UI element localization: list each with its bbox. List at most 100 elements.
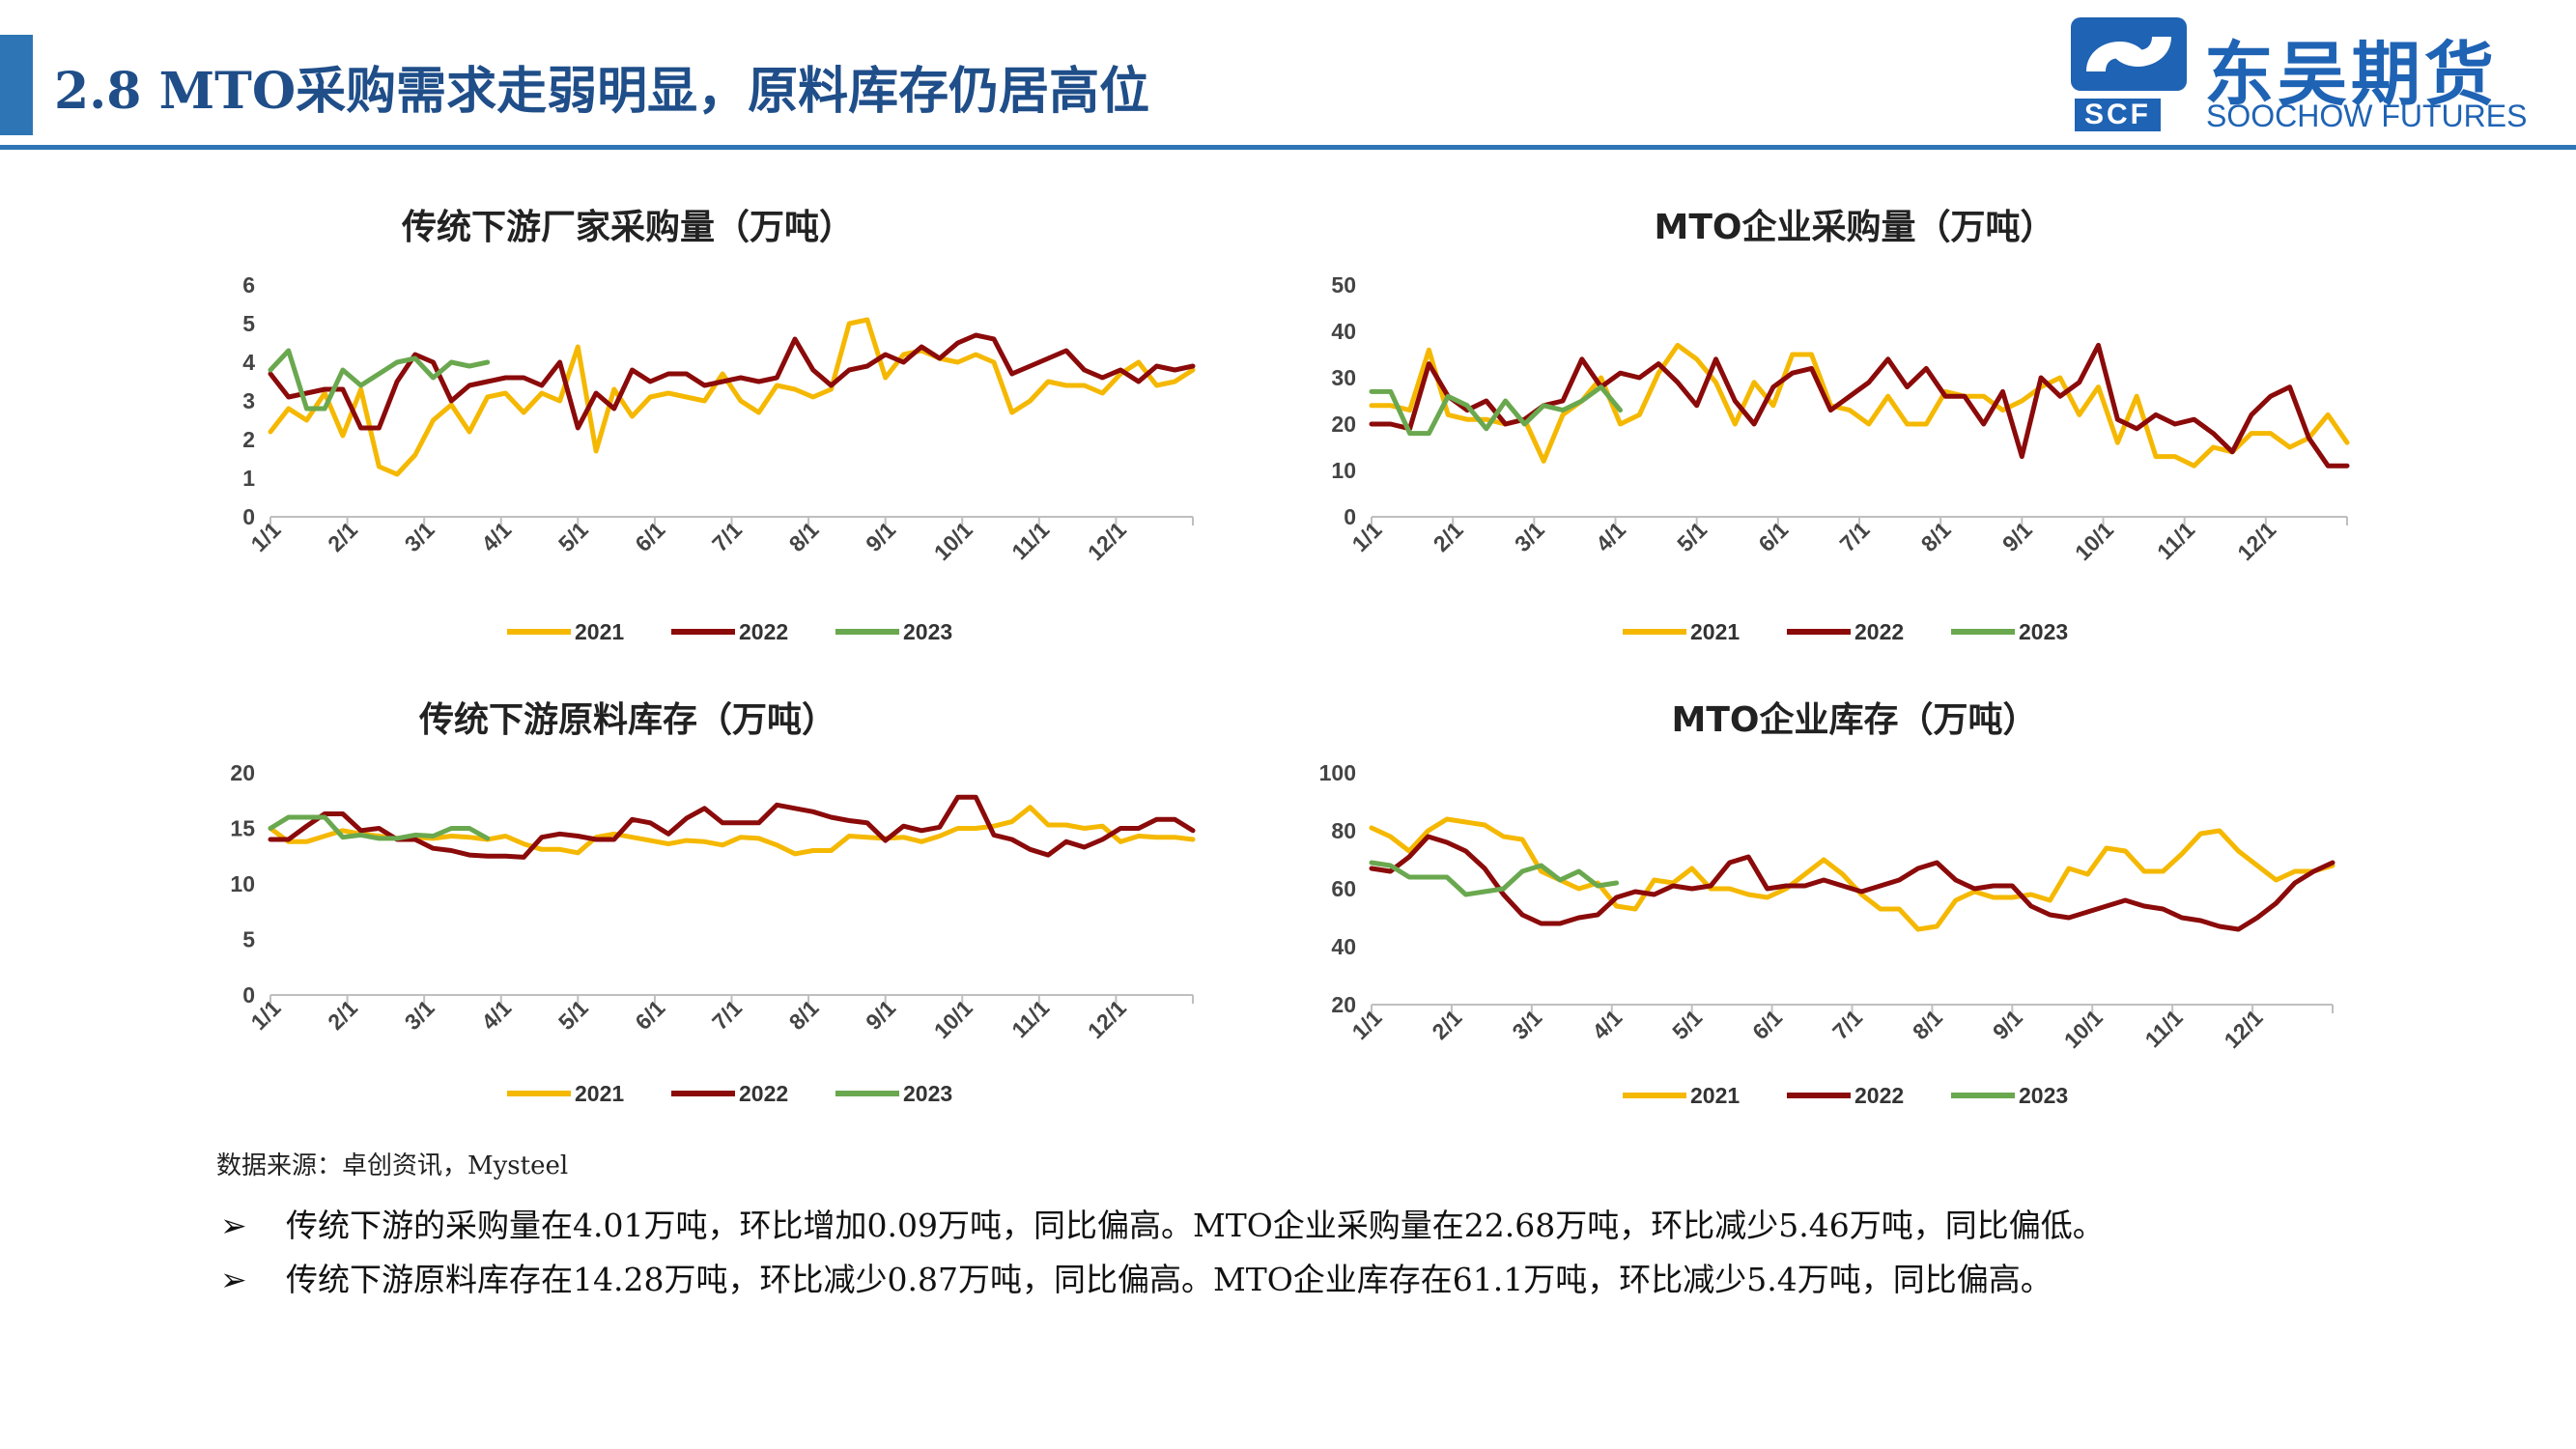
x-tick-label: 2/1 xyxy=(1429,517,1468,556)
y-tick-label: 2 xyxy=(242,427,255,452)
y-tick-label: 20 xyxy=(1331,412,1356,437)
scf-logo-icon xyxy=(2071,17,2187,91)
x-tick-label: 3/1 xyxy=(400,995,439,1035)
y-tick-label: 0 xyxy=(242,504,255,529)
y-tick-label: 10 xyxy=(1331,458,1356,483)
header-divider xyxy=(0,145,2576,150)
series-line-2022 xyxy=(1369,834,2335,932)
x-tick-label: 6/1 xyxy=(1753,517,1793,556)
chart-title: 传统下游厂家采购量（万吨） xyxy=(401,208,854,247)
x-tick-label: 4/1 xyxy=(476,517,516,556)
x-tick-label: 4/1 xyxy=(1587,1005,1627,1044)
y-tick-label: 6 xyxy=(242,272,255,298)
x-tick-label: 5/1 xyxy=(553,517,593,556)
chart-title: MTO企业库存（万吨） xyxy=(1672,699,2038,740)
x-tick-label: 2/1 xyxy=(323,995,362,1035)
legend-label: 2022 xyxy=(1854,619,1904,644)
x-tick-label: 3/1 xyxy=(1507,1005,1546,1044)
logo-english-name: SOOCHOW FUTURES xyxy=(2206,99,2528,133)
x-tick-label: 8/1 xyxy=(784,995,824,1035)
data-source-note: 数据来源：卓创资讯，Mysteel xyxy=(216,1151,569,1180)
x-tick-label: 8/1 xyxy=(1908,1005,1947,1044)
company-logo: SCF 东吴期货 SOOCHOW FUTURES xyxy=(2067,12,2560,137)
title-accent-block xyxy=(0,35,33,135)
x-tick-label: 11/1 xyxy=(1006,995,1054,1042)
x-tick-label: 2/1 xyxy=(323,517,362,556)
x-tick-label: 7/1 xyxy=(1835,517,1875,556)
x-tick-label: 7/1 xyxy=(707,995,747,1035)
bullet-marker: ➢ xyxy=(220,1261,247,1298)
x-tick-label: 10/1 xyxy=(2070,517,2118,565)
x-tick-label: 4/1 xyxy=(1591,517,1630,556)
series-line-2023 xyxy=(268,814,491,841)
x-tick-label: 7/1 xyxy=(1827,1005,1867,1044)
legend-label: 2022 xyxy=(739,619,788,644)
x-tick-label: 10/1 xyxy=(2059,1005,2108,1053)
x-tick-label: 3/1 xyxy=(1510,517,1549,556)
series-line-2023 xyxy=(268,348,491,412)
x-tick-label: 5/1 xyxy=(553,995,593,1035)
legend-label: 2021 xyxy=(1690,1083,1740,1108)
x-tick-label: 5/1 xyxy=(1667,1005,1707,1044)
bullet-text: 传统下游的采购量在4.01万吨，环比增加0.09万吨，同比偏高。MTO企业采购量… xyxy=(286,1207,2105,1244)
legend-label: 2021 xyxy=(1690,619,1740,644)
legend-label: 2022 xyxy=(1854,1083,1904,1108)
summary-bullet: ➢ 传统下游的采购量在4.01万吨，环比增加0.09万吨，同比偏高。MTO企业采购… xyxy=(220,1200,2105,1246)
x-tick-label: 10/1 xyxy=(929,517,977,565)
y-tick-label: 20 xyxy=(1331,992,1356,1017)
x-tick-label: 12/1 xyxy=(2220,1005,2268,1053)
x-tick-label: 2/1 xyxy=(1427,1005,1466,1044)
y-tick-label: 1 xyxy=(242,466,255,491)
x-tick-label: 11/1 xyxy=(2152,517,2199,564)
legend-label: 2021 xyxy=(575,1081,624,1106)
y-tick-label: 50 xyxy=(1331,272,1356,298)
x-tick-label: 11/1 xyxy=(1006,517,1054,564)
chart-title: MTO企业采购量（万吨） xyxy=(1655,207,2055,247)
series-line-2022 xyxy=(1369,342,2350,469)
series-line-2021 xyxy=(268,317,1196,477)
series-line-2022 xyxy=(268,794,1196,860)
legend-label: 2023 xyxy=(2019,1083,2068,1108)
y-tick-label: 30 xyxy=(1331,365,1356,390)
chart-title: 传统下游原料库存（万吨） xyxy=(418,700,836,740)
y-tick-label: 80 xyxy=(1331,818,1356,843)
y-tick-label: 3 xyxy=(242,388,255,413)
x-tick-label: 12/1 xyxy=(2232,517,2280,565)
x-tick-label: 8/1 xyxy=(1916,517,1956,556)
y-tick-label: 10 xyxy=(230,871,255,896)
bullet-text: 传统下游原料库存在14.28万吨，环比减少0.87万吨，同比偏高。MTO企业库存… xyxy=(286,1261,2052,1298)
y-tick-label: 40 xyxy=(1331,319,1356,344)
x-tick-label: 4/1 xyxy=(476,995,516,1035)
x-tick-label: 12/1 xyxy=(1083,517,1131,565)
x-tick-label: 6/1 xyxy=(1747,1005,1787,1044)
x-tick-label: 8/1 xyxy=(784,517,824,556)
x-tick-label: 9/1 xyxy=(861,995,900,1035)
series-line-2022 xyxy=(268,332,1196,431)
x-tick-label: 12/1 xyxy=(1083,995,1131,1043)
logo-chinese-name: 东吴期货 xyxy=(2204,34,2499,115)
series-line-2023 xyxy=(1369,860,1620,897)
legend-label: 2021 xyxy=(575,619,624,644)
y-tick-label: 40 xyxy=(1331,934,1356,959)
series-line-2021 xyxy=(268,805,1196,857)
x-tick-label: 11/1 xyxy=(2140,1005,2188,1052)
series-line-2023 xyxy=(1369,384,1623,437)
x-tick-label: 3/1 xyxy=(400,517,439,556)
y-tick-label: 0 xyxy=(242,982,255,1008)
x-tick-label: 7/1 xyxy=(707,517,747,556)
legend-label: 2023 xyxy=(903,619,952,644)
y-tick-label: 100 xyxy=(1319,760,1356,785)
y-tick-label: 5 xyxy=(242,311,255,336)
x-tick-label: 10/1 xyxy=(929,995,977,1043)
x-tick-label: 5/1 xyxy=(1672,517,1712,556)
x-tick-label: 9/1 xyxy=(1997,517,2037,556)
y-tick-label: 60 xyxy=(1331,876,1356,901)
summary-bullet: ➢ 传统下游原料库存在14.28万吨，环比减少0.87万吨，同比偏高。MTO企业库… xyxy=(220,1254,2052,1300)
y-tick-label: 0 xyxy=(1344,504,1356,529)
series-line-2021 xyxy=(1369,342,2350,469)
y-tick-label: 20 xyxy=(230,760,255,785)
